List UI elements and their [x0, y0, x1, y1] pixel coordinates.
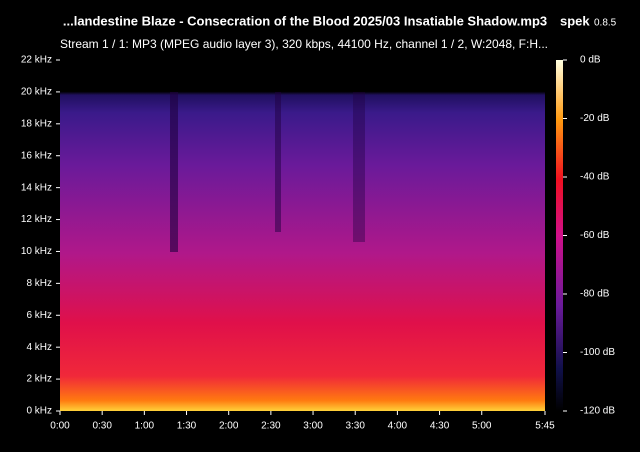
db-tick-label: -80 dB [580, 289, 610, 300]
y-tick-label: 8 kHz [26, 278, 52, 289]
spectrogram [60, 60, 545, 411]
x-tick-label: 5:45 [535, 421, 555, 432]
x-tick-label: 4:00 [388, 421, 408, 432]
app-name: spek [560, 13, 590, 28]
y-tick-label: 0 kHz [26, 406, 52, 417]
y-tick-label: 12 kHz [21, 214, 52, 225]
color-bar [556, 60, 563, 411]
app-version: 0.8.5 [594, 18, 617, 29]
db-tick-label: -40 dB [580, 172, 610, 183]
y-tick-label: 2 kHz [26, 374, 52, 385]
x-tick-label: 2:30 [261, 421, 281, 432]
x-tick-label: 4:30 [430, 421, 450, 432]
file-title: ...landestine Blaze - Consecration of th… [63, 13, 547, 28]
y-tick-label: 16 kHz [21, 150, 52, 161]
y-tick-label: 6 kHz [26, 310, 52, 321]
x-tick-label: 3:00 [303, 421, 323, 432]
y-tick-label: 14 kHz [21, 182, 52, 193]
x-tick-label: 5:00 [472, 421, 492, 432]
spectrogram-band [275, 92, 281, 232]
x-tick-label: 3:30 [345, 421, 365, 432]
db-tick-label: 0 dB [580, 55, 601, 66]
y-tick-label: 22 kHz [21, 55, 52, 66]
db-tick-label: -20 dB [580, 113, 610, 124]
stream-info: Stream 1 / 1: MP3 (MPEG audio layer 3), … [60, 37, 548, 51]
x-tick-label: 0:30 [92, 421, 112, 432]
y-tick-label: 20 kHz [21, 87, 52, 98]
x-tick-label: 0:00 [50, 421, 70, 432]
x-tick-label: 2:00 [219, 421, 239, 432]
y-tick-label: 18 kHz [21, 118, 52, 129]
db-tick-label: -100 dB [580, 347, 615, 358]
y-tick-label: 4 kHz [26, 342, 52, 353]
spectrogram-band [170, 92, 178, 252]
y-tick-label: 10 kHz [21, 246, 52, 257]
x-tick-label: 1:30 [177, 421, 197, 432]
db-tick-label: -60 dB [580, 230, 610, 241]
x-tick-label: 1:00 [135, 421, 155, 432]
db-tick-label: -120 dB [580, 406, 615, 417]
spectrogram-band [353, 92, 365, 242]
